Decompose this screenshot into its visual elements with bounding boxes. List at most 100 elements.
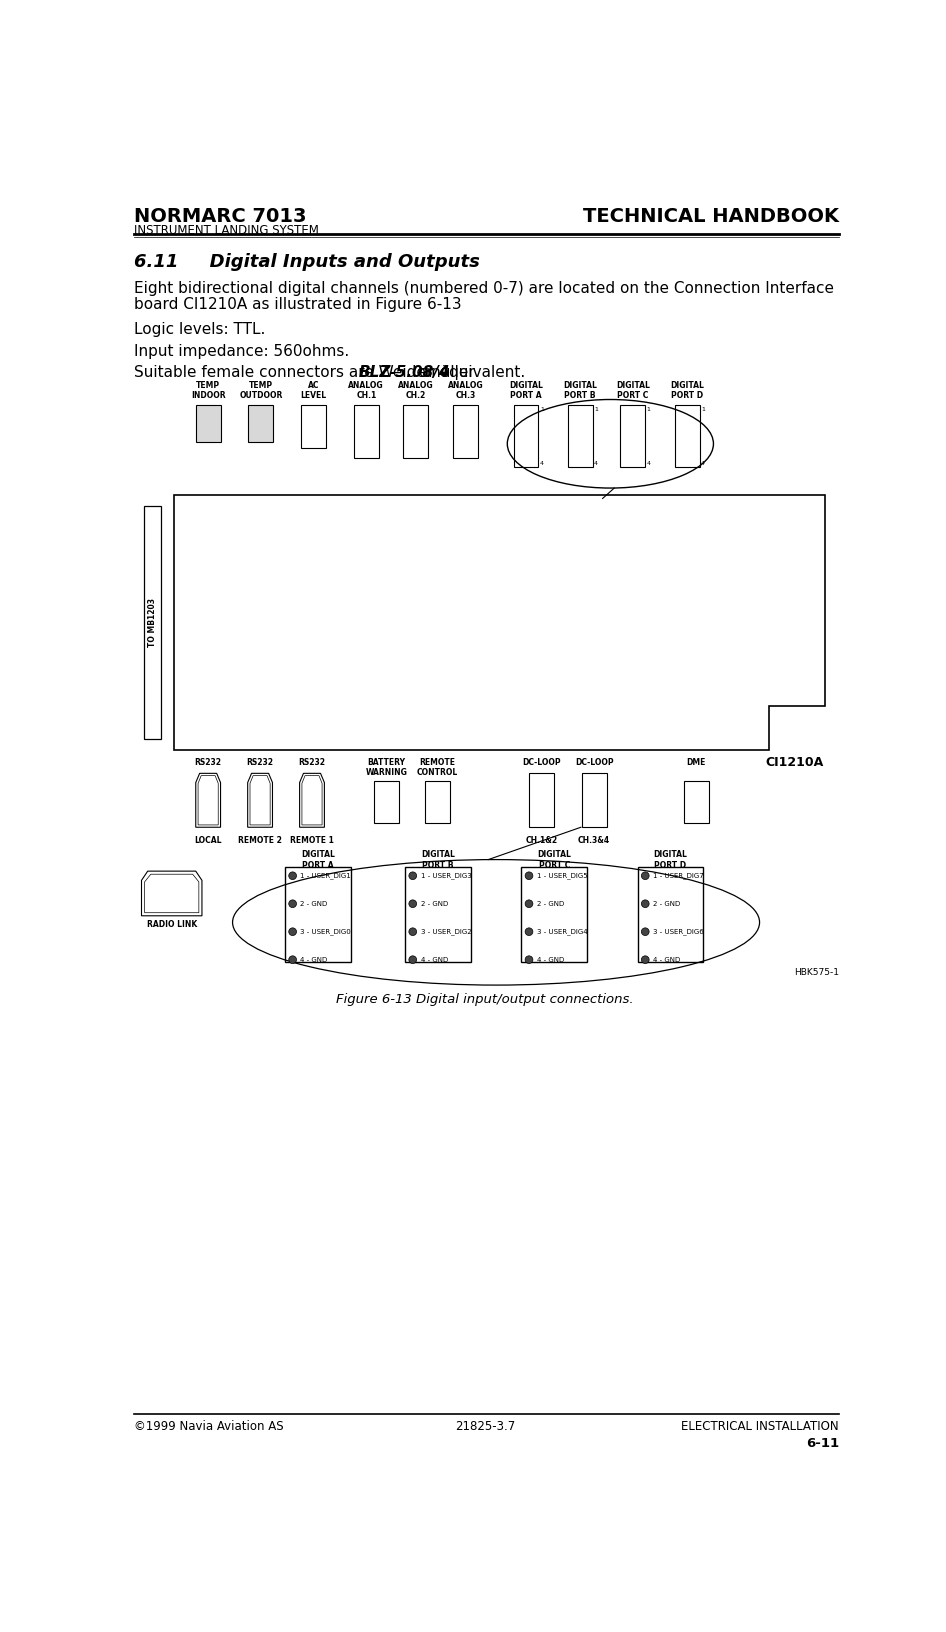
- Text: 4: 4: [701, 460, 705, 465]
- Text: 4 - GND: 4 - GND: [653, 956, 680, 963]
- Text: INSTRUMENT LANDING SYSTEM: INSTRUMENT LANDING SYSTEM: [133, 224, 319, 237]
- Circle shape: [409, 871, 416, 880]
- Text: AC
LEVEL: AC LEVEL: [301, 380, 326, 400]
- Text: 1: 1: [540, 406, 544, 411]
- Bar: [249, 405, 273, 442]
- Text: DIGITAL
PORT A: DIGITAL PORT A: [301, 850, 335, 870]
- Text: or equivalent.: or equivalent.: [414, 366, 526, 380]
- Bar: [301, 405, 326, 447]
- Text: CH.1&2: CH.1&2: [525, 837, 557, 845]
- Text: ANALOG
CH.2: ANALOG CH.2: [398, 380, 433, 400]
- Text: 2 - GND: 2 - GND: [421, 901, 447, 907]
- Bar: [453, 405, 478, 457]
- Bar: [514, 405, 538, 467]
- Text: 4: 4: [540, 460, 544, 465]
- Text: REMOTE
CONTROL: REMOTE CONTROL: [417, 757, 458, 777]
- Text: 1 - USER_DIG7: 1 - USER_DIG7: [653, 873, 704, 880]
- Bar: [621, 405, 645, 467]
- Bar: [638, 867, 704, 961]
- Text: HBK575-1: HBK575-1: [794, 968, 839, 978]
- Bar: [684, 782, 709, 824]
- Bar: [374, 782, 399, 824]
- Text: DIGITAL
PORT C: DIGITAL PORT C: [616, 380, 650, 400]
- Text: DIGITAL
PORT B: DIGITAL PORT B: [563, 380, 597, 400]
- Text: Suitable female connectors are Weidemüller: Suitable female connectors are Weidemüll…: [133, 366, 480, 380]
- Text: TEMP
OUTDOOR: TEMP OUTDOOR: [239, 380, 283, 400]
- Text: DIGITAL
PORT D: DIGITAL PORT D: [670, 380, 704, 400]
- Bar: [354, 405, 378, 457]
- Text: ANALOG
CH.3: ANALOG CH.3: [447, 380, 483, 400]
- Text: DIGITAL
PORT D: DIGITAL PORT D: [654, 850, 688, 870]
- Text: TO MB1203: TO MB1203: [148, 597, 157, 646]
- Text: 6.11     Digital Inputs and Outputs: 6.11 Digital Inputs and Outputs: [133, 253, 480, 271]
- Text: 1: 1: [701, 406, 705, 411]
- Text: 3 - USER_DIG6: 3 - USER_DIG6: [653, 929, 704, 935]
- Bar: [144, 506, 161, 739]
- Text: 3 - USER_DIG0: 3 - USER_DIG0: [301, 929, 351, 935]
- Text: ©1999 Navia Aviation AS: ©1999 Navia Aviation AS: [133, 1420, 284, 1433]
- Text: REMOTE 2: REMOTE 2: [238, 837, 282, 845]
- Text: RS232: RS232: [195, 757, 221, 767]
- Text: 4 - GND: 4 - GND: [301, 956, 327, 963]
- Text: DIGITAL
PORT B: DIGITAL PORT B: [421, 850, 455, 870]
- Text: 1: 1: [647, 406, 651, 411]
- Text: CH.3&4: CH.3&4: [578, 837, 610, 845]
- Circle shape: [409, 899, 416, 907]
- Text: TECHNICAL HANDBOOK: TECHNICAL HANDBOOK: [583, 207, 839, 225]
- Circle shape: [641, 929, 649, 935]
- Circle shape: [289, 899, 296, 907]
- Circle shape: [641, 899, 649, 907]
- Bar: [425, 782, 450, 824]
- Bar: [582, 774, 606, 827]
- Text: 4: 4: [594, 460, 598, 465]
- Circle shape: [409, 929, 416, 935]
- Text: CI1210A: CI1210A: [765, 756, 824, 769]
- Bar: [196, 405, 220, 442]
- Text: ANALOG
CH.1: ANALOG CH.1: [348, 380, 384, 400]
- Text: 2 - GND: 2 - GND: [301, 901, 327, 907]
- Text: Figure 6-13 Digital input/output connections.: Figure 6-13 Digital input/output connect…: [336, 992, 634, 1005]
- Text: 21825-3.7: 21825-3.7: [455, 1420, 515, 1433]
- Circle shape: [289, 871, 296, 880]
- Text: 1 - USER_DIG1: 1 - USER_DIG1: [301, 873, 351, 880]
- Text: ELECTRICAL INSTALLATION: ELECTRICAL INSTALLATION: [681, 1420, 839, 1433]
- Bar: [529, 774, 553, 827]
- Circle shape: [525, 929, 533, 935]
- Text: RADIO LINK: RADIO LINK: [147, 920, 197, 929]
- Circle shape: [409, 956, 416, 963]
- Text: 2 - GND: 2 - GND: [653, 901, 680, 907]
- Text: DIGITAL
PORT C: DIGITAL PORT C: [537, 850, 571, 870]
- Bar: [285, 867, 351, 961]
- Circle shape: [525, 871, 533, 880]
- Text: DC-LOOP: DC-LOOP: [522, 757, 561, 767]
- Text: RS232: RS232: [247, 757, 273, 767]
- Text: BLZ-5.08/4: BLZ-5.08/4: [359, 366, 450, 380]
- Text: 6-11: 6-11: [806, 1438, 839, 1451]
- Text: DC-LOOP: DC-LOOP: [575, 757, 613, 767]
- Text: LOCAL: LOCAL: [194, 837, 222, 845]
- Text: 4 - GND: 4 - GND: [421, 956, 447, 963]
- Circle shape: [641, 871, 649, 880]
- Text: DIGITAL
PORT A: DIGITAL PORT A: [509, 380, 543, 400]
- Text: 1 - USER_DIG5: 1 - USER_DIG5: [536, 873, 587, 880]
- Text: 4: 4: [647, 460, 651, 465]
- Circle shape: [525, 956, 533, 963]
- Text: 3 - USER_DIG2: 3 - USER_DIG2: [421, 929, 471, 935]
- Circle shape: [289, 956, 296, 963]
- Text: 4 - GND: 4 - GND: [536, 956, 564, 963]
- Text: 2 - GND: 2 - GND: [536, 901, 564, 907]
- Text: Input impedance: 560ohms.: Input impedance: 560ohms.: [133, 344, 349, 359]
- Bar: [674, 405, 699, 467]
- Bar: [568, 405, 592, 467]
- Circle shape: [641, 956, 649, 963]
- Text: Logic levels: TTL.: Logic levels: TTL.: [133, 322, 265, 338]
- Text: TEMP
INDOOR: TEMP INDOOR: [191, 380, 225, 400]
- Text: RS232: RS232: [299, 757, 325, 767]
- Text: 1: 1: [594, 406, 598, 411]
- Text: board CI1210A as illustrated in Figure 6-13: board CI1210A as illustrated in Figure 6…: [133, 297, 462, 312]
- Text: NORMARC 7013: NORMARC 7013: [133, 207, 307, 225]
- Text: BATTERY
WARNING: BATTERY WARNING: [365, 757, 408, 777]
- Text: 1 - USER_DIG3: 1 - USER_DIG3: [421, 873, 471, 880]
- Text: DME: DME: [687, 757, 706, 767]
- Circle shape: [289, 929, 296, 935]
